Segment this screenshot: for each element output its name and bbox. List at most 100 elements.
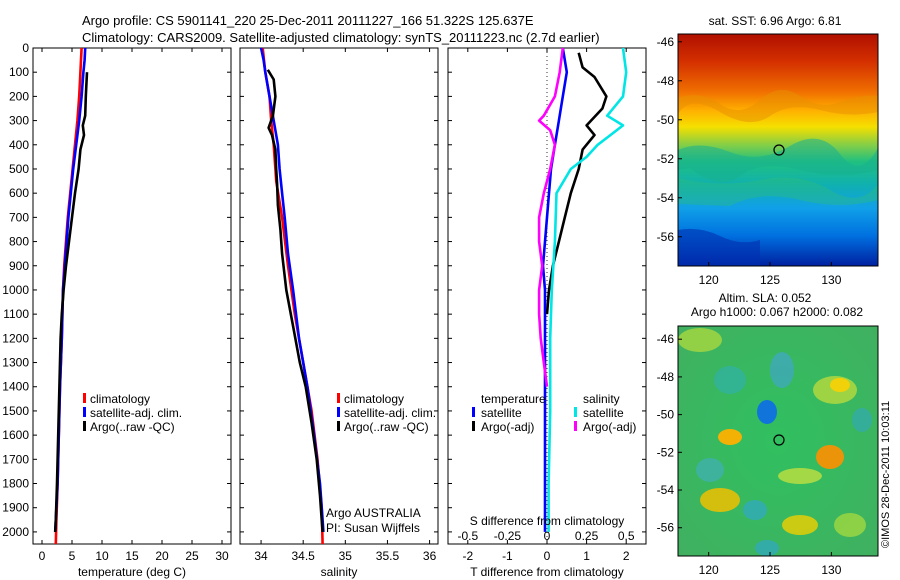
temp-legend-satellite-label: satellite — [481, 406, 522, 420]
x-tick-label: 35.5 — [376, 549, 400, 563]
argo-annotation-line1: Argo AUSTRALIA — [326, 506, 421, 520]
series-line-argo — [53, 72, 89, 532]
depth-tick-label: 200 — [9, 89, 29, 103]
diff-x2label: S difference from climatology — [470, 514, 625, 528]
salinity-xlabel: salinity — [321, 565, 358, 579]
header-line1: Argo profile: CS 5901141_220 25-Dec-2011… — [82, 13, 534, 28]
series-line-argo — [266, 69, 324, 532]
depth-tick-label: 1100 — [3, 307, 29, 321]
x-tick-label: -1 — [502, 549, 513, 563]
map-y-tick-label: -54 — [657, 191, 675, 205]
depth-tick-label: 500 — [9, 162, 29, 176]
map-y-tick-label: -56 — [657, 521, 675, 535]
sst-map-frame — [677, 33, 879, 267]
s-diff-tick-label: -0.25 — [494, 529, 522, 543]
legend-climatology-swatch — [83, 393, 86, 403]
x-tick-label: 0 — [544, 549, 551, 563]
sal-legend-climatology-label: climatology — [344, 392, 404, 406]
s-diff-tick-label: 0 — [544, 529, 551, 543]
map-x-tick-label: 130 — [821, 563, 841, 577]
depth-tick-label: 600 — [9, 186, 29, 200]
map-y-tick-label: -46 — [657, 332, 675, 346]
sal-legend-argo-swatch — [337, 421, 340, 431]
map-y-tick-label: -56 — [657, 230, 675, 244]
sal-legend-title: salinity — [583, 392, 620, 406]
sla-heatmap — [678, 326, 878, 556]
sal-legend-argo-label: Argo(..raw -QC) — [344, 420, 429, 434]
depth-tick-label: 1900 — [2, 501, 29, 515]
series-line-satellite — [541, 47, 569, 532]
temperature-xlabel: temperature (deg C) — [78, 565, 186, 579]
map-x-tick-label: 120 — [699, 563, 719, 577]
depth-tick-label: 800 — [9, 235, 29, 249]
legend-argo-label: Argo(..raw -QC) — [90, 420, 175, 434]
x-tick-label: 25 — [185, 549, 199, 563]
salinity-panel: 34 34.5 35 35.5 36 — [254, 47, 437, 563]
s-diff-tick-label: -0.5 — [457, 529, 478, 543]
temp-legend-argo-swatch — [472, 421, 475, 431]
x-tick-label: 2 — [623, 549, 630, 563]
map-y-tick-label: -50 — [657, 408, 675, 422]
x-tick-label: 0 — [39, 549, 46, 563]
header-line2: Climatology: CARS2009. Satellite-adjuste… — [82, 30, 600, 45]
depth-tick-label: 700 — [9, 210, 29, 224]
depth-axis: 0 100 200 300 400 500 600 700 800 900 1000 1100 1200… — [2, 41, 646, 539]
map-x-tick-label: 125 — [760, 563, 780, 577]
depth-tick-label: 1800 — [2, 477, 29, 491]
x-tick-label: 34.5 — [292, 549, 316, 563]
series-line-sal_argo — [537, 47, 565, 387]
map-x-tick-label: 120 — [699, 273, 719, 287]
depth-tick-label: 300 — [9, 114, 29, 128]
temp-legend-title: temperature — [481, 392, 546, 406]
x-tick-label: 34 — [254, 549, 268, 563]
x-tick-label: 20 — [155, 549, 169, 563]
sal-legend-argo-label2: Argo(-adj) — [583, 420, 636, 434]
sst-heatmap — [678, 34, 878, 266]
sal-legend-satellite-swatch — [337, 407, 340, 417]
x-tick-label: 35 — [339, 549, 353, 563]
sal-legend-satellite-label: satellite-adj. clim. — [344, 406, 436, 420]
sst-axes: 120 125 130 -46 -48 -50 -52 -54 -56 — [657, 35, 842, 287]
depth-tick-label: 400 — [9, 138, 29, 152]
map-x-tick-label: 125 — [760, 273, 780, 287]
depth-tick-label: 2000 — [2, 525, 29, 539]
sal-legend-satellite-swatch2 — [574, 407, 577, 417]
depth-tick-label: 900 — [9, 259, 29, 273]
legend-satellite-swatch — [83, 407, 86, 417]
depth-tick-label: 1300 — [2, 356, 29, 370]
s-diff-tick-label: 0.25 — [575, 529, 599, 543]
depth-tick-label: 100 — [9, 65, 29, 79]
temp-legend-satellite-swatch — [472, 407, 475, 417]
map-x-tick-label: 130 — [821, 273, 841, 287]
legend-satellite-label: satellite-adj. clim. — [90, 406, 182, 420]
x-tick-label: 10 — [95, 549, 109, 563]
legend-climatology-label: climatology — [90, 392, 150, 406]
sla-axes: 120 125 130 -46 -48 -50 -52 -54 -56 — [657, 332, 842, 577]
x-tick-label: 30 — [215, 549, 229, 563]
map-y-tick-label: -52 — [657, 445, 675, 459]
sst-map-title: sat. SST: 6.96 Argo: 6.81 — [709, 14, 842, 28]
depth-tick-label: 1000 — [2, 283, 29, 297]
map-y-tick-label: -48 — [657, 370, 675, 384]
sst-argo-marker — [773, 144, 785, 156]
map-y-tick-label: -54 — [657, 483, 675, 497]
sal-legend-climatology-swatch — [337, 393, 340, 403]
map-y-tick-label: -48 — [657, 74, 675, 88]
depth-tick-label: 0 — [22, 41, 29, 55]
depth-tick-label: 1700 — [2, 452, 29, 466]
series-line-sal_satellite — [547, 47, 628, 532]
sla-map-subtitle: Argo h1000: 0.067 h2000: 0.082 — [691, 305, 863, 319]
map-y-tick-label: -52 — [657, 152, 675, 166]
x-tick-label: 36 — [423, 549, 437, 563]
map-y-tick-label: -50 — [657, 113, 675, 127]
temp-legend-argo-label: Argo(-adj) — [481, 420, 534, 434]
sla-map-frame — [677, 325, 879, 557]
diff-xlabel: T difference from climatology — [470, 565, 624, 579]
temperature-panel: 0 5 10 15 20 25 30 — [39, 47, 229, 563]
depth-tick-label: 1600 — [2, 428, 29, 442]
series-line-satellite — [53, 47, 87, 532]
salinity-panel-frame — [239, 47, 439, 545]
argo-annotation-line2: PI: Susan Wijffels — [326, 521, 420, 535]
sla-map-title: Altim. SLA: 0.052 — [719, 291, 812, 305]
